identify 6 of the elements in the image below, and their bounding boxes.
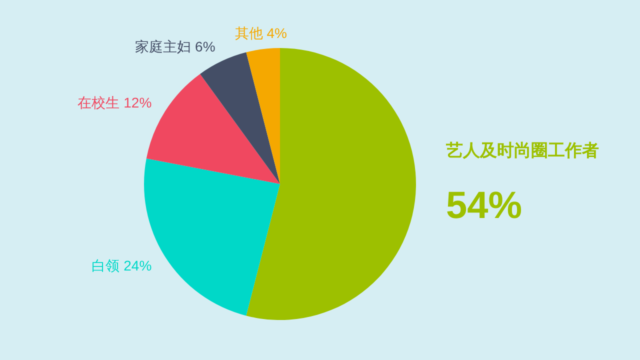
slice-label: 家庭主妇 6% (135, 38, 216, 54)
slice-label: 其他 4% (234, 25, 288, 42)
slice-label: 在校生 12% (78, 94, 152, 111)
slice-label: 白领 24% (92, 257, 152, 274)
slice-label: 艺人及时尚圈工作者 (445, 141, 599, 160)
data-label: 54% (446, 185, 522, 227)
